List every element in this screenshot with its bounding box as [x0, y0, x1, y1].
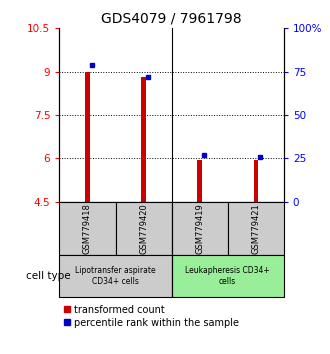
Text: cell type: cell type — [26, 271, 70, 281]
Text: GSM779418: GSM779418 — [83, 203, 92, 254]
Title: GDS4079 / 7961798: GDS4079 / 7961798 — [101, 12, 242, 26]
Text: GSM779419: GSM779419 — [195, 203, 204, 254]
Bar — [59, 255, 172, 297]
Bar — [228, 202, 284, 255]
Text: Leukapheresis CD34+
cells: Leukapheresis CD34+ cells — [185, 267, 270, 286]
Bar — [172, 255, 284, 297]
Bar — [197, 160, 202, 202]
Text: Lipotransfer aspirate
CD34+ cells: Lipotransfer aspirate CD34+ cells — [75, 267, 156, 286]
Bar — [59, 202, 116, 255]
Bar — [141, 78, 146, 202]
Text: GSM779420: GSM779420 — [139, 203, 148, 254]
Bar — [253, 160, 258, 202]
Bar — [172, 202, 228, 255]
Text: GSM779421: GSM779421 — [251, 203, 260, 254]
Bar — [85, 72, 90, 202]
Bar — [115, 202, 172, 255]
Legend: transformed count, percentile rank within the sample: transformed count, percentile rank withi… — [59, 301, 243, 332]
